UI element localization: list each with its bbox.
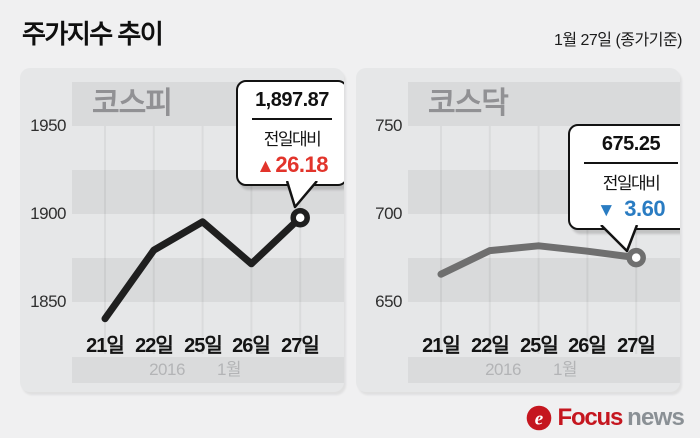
grid-band <box>408 82 680 126</box>
kosdaq-y-axis: 750 700 650 <box>356 68 402 392</box>
kospi-title: 코스피 <box>92 87 173 120</box>
x-tick-label: 26일 <box>568 335 607 357</box>
date-note: 1월 27일 (종가기준) <box>553 32 683 49</box>
kospi-y-axis: 1950 1900 1850 <box>20 68 66 392</box>
kospi-chart-panel: 1950 1900 1850 코스피 21일 22일 25일 26일 27일 2… <box>20 68 344 392</box>
x-tick-label: 22일 <box>471 335 510 357</box>
logo-text-news: news <box>627 404 685 431</box>
x-axis-period-band: 2016 1월 <box>408 357 680 383</box>
axis-month-label: 1월 <box>552 360 578 379</box>
kosdaq-chart-panel: 750 700 650 코스닥 21일 22일 25일 26일 27일 2016… <box>356 68 680 392</box>
callout-tail <box>600 225 639 253</box>
kospi-last-value: 1,897.87 <box>255 89 329 111</box>
kosdaq-title: 코스닥 <box>428 87 509 120</box>
x-tick-label: 25일 <box>520 335 559 357</box>
x-tick-label: 21일 <box>86 335 125 357</box>
down-arrow-icon: ▼ <box>596 200 616 221</box>
kosdaq-change-value: ▼ 3.60 <box>574 196 680 222</box>
change-amount: 3.60 <box>624 196 666 221</box>
axis-month-label: 1월 <box>216 360 242 379</box>
kosdaq-value-callout: 675.25 전일대비 ▼ 3.60 <box>568 124 680 253</box>
up-arrow-icon: ▲ <box>256 156 275 177</box>
x-tick-label: 27일 <box>617 335 656 357</box>
callout-divider <box>252 118 332 120</box>
logo-text-focus: Focus <box>557 404 623 431</box>
kosdaq-last-value: 675.25 <box>601 133 661 155</box>
page-title: 주가지수 추이 <box>22 19 164 49</box>
focus-news-icon: e <box>527 405 552 431</box>
y-tick-label: 700 <box>375 204 402 223</box>
axis-year-label: 2016 <box>485 360 521 379</box>
callout-divider <box>584 162 678 164</box>
grid-band <box>72 258 344 302</box>
y-tick-label: 650 <box>375 292 402 311</box>
callout-tail <box>286 181 318 209</box>
y-tick-label: 1900 <box>30 204 66 223</box>
kospi-value-callout: 1,897.87 전일대비 ▲26.18 <box>236 80 344 209</box>
change-amount: 26.18 <box>275 152 328 177</box>
x-tick-label: 26일 <box>232 335 271 357</box>
x-tick-label: 27일 <box>281 335 320 357</box>
svg-text:e: e <box>535 409 544 430</box>
y-tick-label: 750 <box>375 116 402 135</box>
change-label: 전일대비 <box>263 130 322 149</box>
axis-year-label: 2016 <box>149 360 185 379</box>
y-tick-label: 1850 <box>30 292 66 311</box>
change-label: 전일대비 <box>602 174 661 193</box>
kospi-line-chart <box>101 126 310 354</box>
focus-news-logo: e Focus news <box>526 403 685 433</box>
y-tick-label: 1950 <box>30 116 66 135</box>
kosdaq-line-chart <box>437 126 646 354</box>
x-tick-label: 22일 <box>135 335 174 357</box>
kospi-change-value: ▲26.18 <box>242 152 342 178</box>
x-tick-label: 25일 <box>184 335 223 357</box>
x-tick-label: 21일 <box>422 335 461 357</box>
x-axis-period-band: 2016 1월 <box>72 357 344 383</box>
